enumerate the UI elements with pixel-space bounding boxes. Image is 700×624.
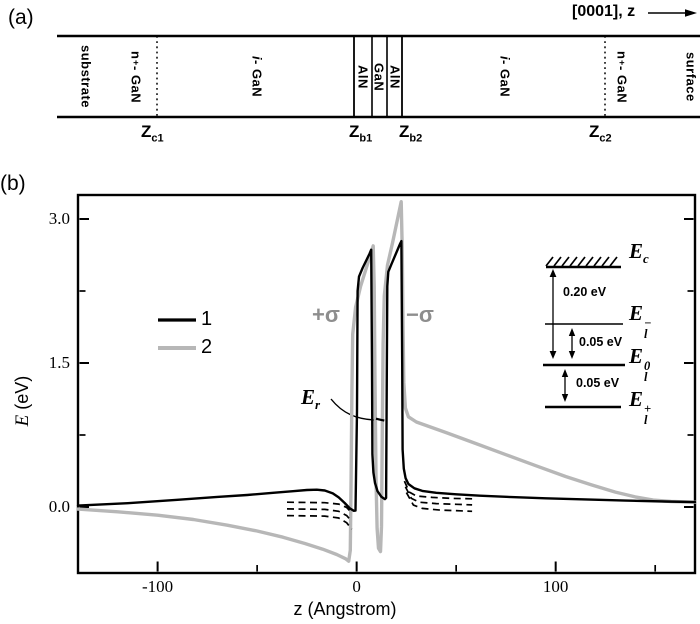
- layer-label-2: i - GaN: [249, 56, 265, 98]
- gap-arrow-005-lower: [561, 369, 569, 402]
- layer-label-8: surface: [683, 52, 699, 102]
- inset-gap-label-0: 0.20 eV: [563, 285, 607, 299]
- band-profile-curve-1: [76, 239, 697, 512]
- dashed-level-right: [404, 486, 473, 506]
- x-tick-label-2: 100: [542, 577, 569, 596]
- layer-label-6: i - GaN: [497, 56, 513, 98]
- minus-sigma-label: −σ: [406, 302, 434, 327]
- boundary-label-2: Zb2: [399, 122, 423, 145]
- layer-label-0: substrate: [78, 45, 94, 109]
- x-tick-label-1: 0: [352, 577, 361, 596]
- dashed-level-right: [403, 480, 473, 500]
- structure-bar: [57, 9, 700, 119]
- dashed-level-left: [286, 514, 353, 530]
- er-label: Er: [301, 385, 321, 413]
- boundary-label-3: Zc2: [589, 122, 612, 145]
- inset-level-diagram: [543, 256, 625, 409]
- x-axis-label: z (Angstrom): [293, 599, 397, 619]
- layer-label-7: n + - GaN: [614, 51, 630, 103]
- boundary-label-1: Zb1: [349, 122, 373, 145]
- panel-a-label: (a): [8, 6, 34, 29]
- dashed-level-right: [405, 492, 473, 513]
- legend-label-2: 2: [201, 336, 213, 358]
- y-axis-label: E (eV): [12, 375, 33, 427]
- plot-frame: [76, 193, 697, 575]
- inset-gap-label-2: 0.05 eV: [576, 376, 620, 390]
- layer-label-4: GaN: [371, 62, 387, 92]
- gap-arrow-005-upper: [568, 328, 576, 359]
- y-tick-label-1: 1.5: [48, 353, 70, 372]
- band-profile-curve-2: [76, 200, 697, 563]
- inset-level-label-3: E + l: [629, 387, 652, 427]
- x-tick-label-0: -100: [142, 577, 174, 596]
- y-tick-label-2: 3.0: [48, 209, 70, 228]
- dashed-level-left: [286, 501, 353, 514]
- y-tick-label-0: 0.0: [48, 497, 70, 516]
- inset-level-label-0: Ec: [629, 239, 649, 267]
- layer-label-1: n + - GaN: [128, 51, 144, 103]
- inset-gap-label-1: 0.05 eV: [579, 335, 623, 349]
- direction-label: [0001], z: [572, 3, 636, 20]
- er-level-mark: [375, 417, 385, 422]
- layer-label-5: AlN: [387, 65, 403, 89]
- growth-direction-arrow: [648, 9, 697, 17]
- ec-hatching: [545, 256, 618, 267]
- legend-label-1: 1: [201, 308, 213, 330]
- gap-arrow-020: [549, 269, 557, 359]
- panel-b-label: (b): [0, 172, 26, 195]
- inset-level-label-1: E − l: [629, 301, 652, 341]
- boundary-label-0: Zc1: [141, 122, 164, 145]
- dashed-level-left: [286, 508, 353, 522]
- layer-label-3: AlN: [355, 65, 371, 89]
- plus-sigma-label: +σ: [312, 302, 340, 327]
